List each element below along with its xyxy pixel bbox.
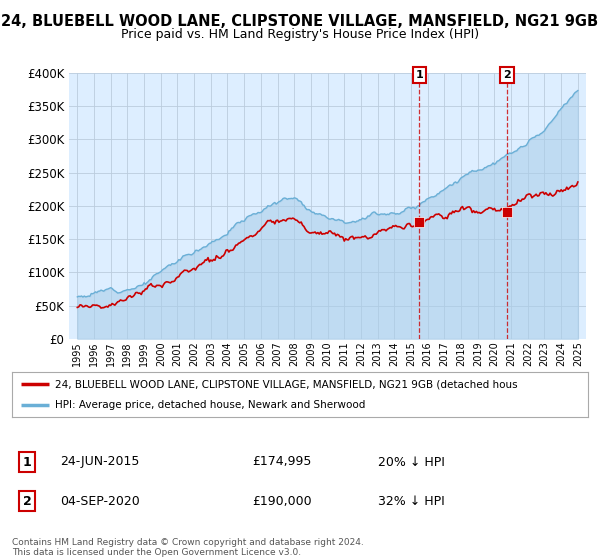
Text: 32% ↓ HPI: 32% ↓ HPI (378, 494, 445, 508)
Text: 2: 2 (23, 494, 31, 508)
Text: £174,995: £174,995 (252, 455, 311, 469)
Text: 24, BLUEBELL WOOD LANE, CLIPSTONE VILLAGE, MANSFIELD, NG21 9GB (detached hous: 24, BLUEBELL WOOD LANE, CLIPSTONE VILLAG… (55, 380, 518, 390)
Text: 2: 2 (503, 70, 511, 80)
Text: 1: 1 (23, 455, 31, 469)
Text: Contains HM Land Registry data © Crown copyright and database right 2024.
This d: Contains HM Land Registry data © Crown c… (12, 538, 364, 557)
Text: 04-SEP-2020: 04-SEP-2020 (60, 494, 140, 508)
Text: 1: 1 (415, 70, 423, 80)
Text: 24-JUN-2015: 24-JUN-2015 (60, 455, 139, 469)
Text: 20% ↓ HPI: 20% ↓ HPI (378, 455, 445, 469)
Text: £190,000: £190,000 (252, 494, 311, 508)
Text: HPI: Average price, detached house, Newark and Sherwood: HPI: Average price, detached house, Newa… (55, 400, 365, 410)
Text: 24, BLUEBELL WOOD LANE, CLIPSTONE VILLAGE, MANSFIELD, NG21 9GB: 24, BLUEBELL WOOD LANE, CLIPSTONE VILLAG… (1, 14, 599, 29)
Text: Price paid vs. HM Land Registry's House Price Index (HPI): Price paid vs. HM Land Registry's House … (121, 28, 479, 41)
